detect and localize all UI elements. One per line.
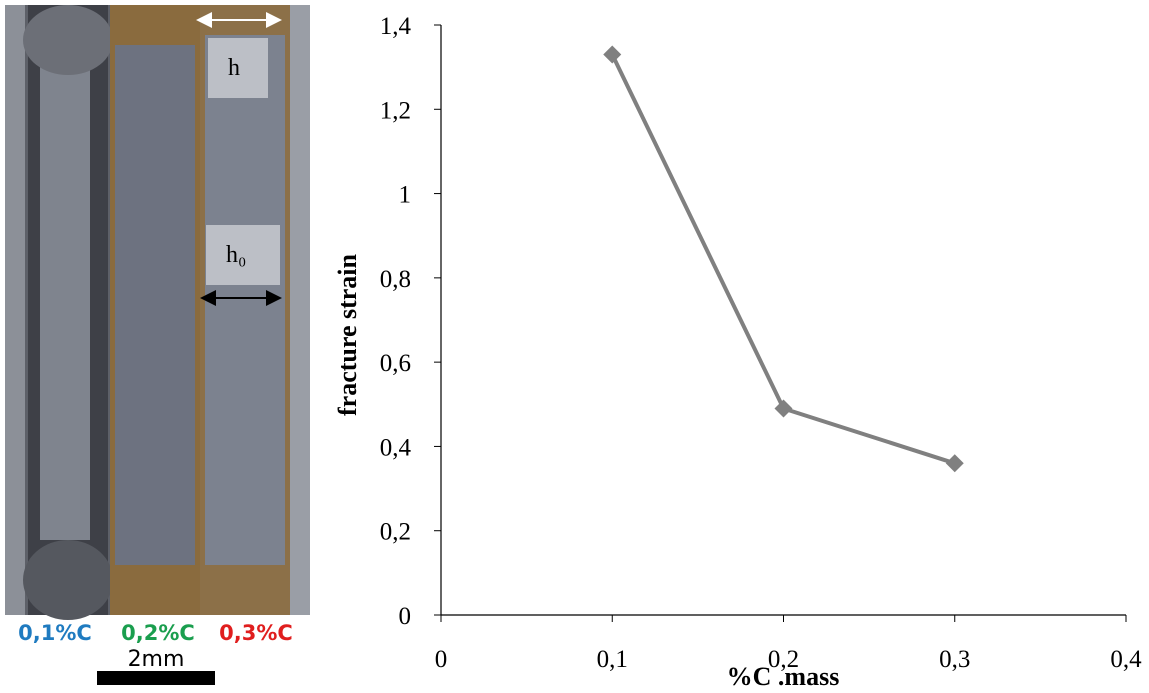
h0-label: h₀ (226, 242, 246, 268)
y-tick-label: 1 (399, 182, 412, 209)
y-tick-label: 0,6 (380, 350, 411, 377)
x-tick-label: 0,2 (768, 646, 799, 673)
y-tick-label: 1,4 (380, 13, 412, 40)
y-tick-label: 0 (399, 603, 412, 630)
y-tick-label: 0,8 (380, 266, 411, 293)
x-axis-label: %C .mass (727, 662, 840, 691)
x-tick-label: 0 (435, 646, 448, 673)
data-point (774, 399, 793, 418)
data-point (603, 45, 622, 64)
sample-label: 0,2%C (121, 621, 195, 645)
x-tick-label: 0,3 (939, 646, 970, 673)
y-tick-label: 1,2 (380, 97, 411, 124)
sample-label: 0,3%C (219, 621, 293, 645)
y-tick-label: 0,2 (380, 519, 411, 546)
photo: h h₀ 0,1%C 0,2%C 0,3%C 2mm (5, 5, 310, 685)
sample-label: 0,1%C (18, 621, 92, 645)
y-axis-label: fracture strain (333, 253, 362, 416)
data-point (945, 454, 964, 473)
scale-bar-label: 2mm (128, 647, 185, 672)
h-label: h (228, 55, 240, 81)
x-tick-label: 0,1 (597, 646, 628, 673)
x-tick-label: 0,4 (1110, 646, 1142, 673)
scale-bar (97, 671, 215, 685)
y-tick-label: 0,4 (380, 434, 412, 461)
